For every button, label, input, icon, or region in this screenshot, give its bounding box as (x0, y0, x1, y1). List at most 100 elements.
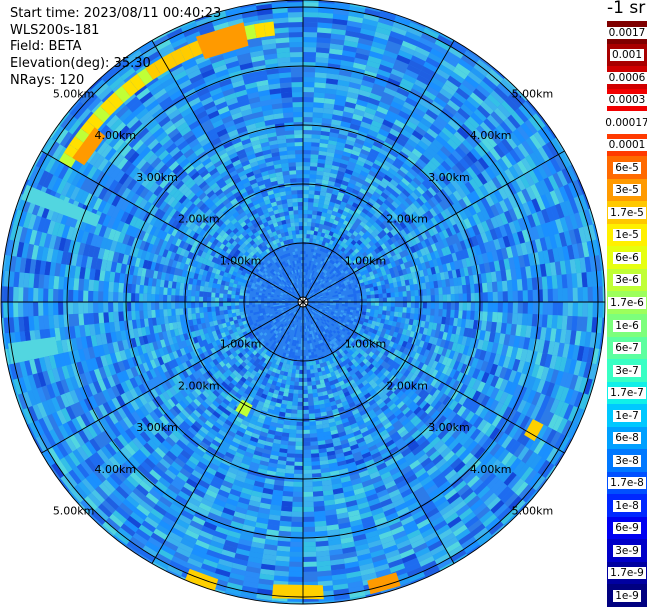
range-gate (303, 245, 306, 249)
range-gate (387, 132, 398, 142)
range-gate (429, 208, 438, 217)
range-gate (366, 298, 371, 302)
range-gate (372, 83, 386, 92)
range-gate (414, 307, 419, 315)
range-gate (432, 120, 445, 131)
range-gate (317, 158, 326, 164)
range-gate (385, 82, 399, 92)
range-gate (356, 160, 365, 167)
range-gate (410, 191, 419, 201)
range-gate (296, 361, 300, 366)
range-gate (458, 293, 463, 302)
range-gate (334, 182, 342, 188)
range-gate (367, 55, 382, 65)
range-gate (297, 405, 303, 410)
range-gate (410, 307, 415, 314)
range-gate (467, 204, 477, 216)
range-gate (454, 293, 459, 302)
range-gate (317, 288, 320, 292)
range-gate (344, 276, 349, 281)
range-gate (413, 236, 421, 244)
range-gate (513, 219, 522, 233)
range-gate (313, 97, 325, 104)
range-gate (306, 373, 311, 378)
range-gate (316, 293, 320, 296)
range-gate (304, 278, 306, 282)
range-gate (303, 290, 305, 293)
range-gate (427, 245, 434, 254)
range-gate (310, 230, 315, 235)
range-gate (331, 290, 335, 293)
range-gate (341, 257, 346, 262)
range-gate (522, 302, 528, 314)
backscatter-gates (1, 0, 605, 604)
range-gate (402, 73, 417, 84)
range-gate (344, 282, 348, 286)
range-gate (325, 238, 331, 244)
range-gate (308, 245, 312, 249)
range-gate (374, 290, 379, 295)
range-gate (323, 259, 327, 263)
range-gate (370, 274, 376, 280)
range-gate (303, 358, 307, 362)
range-gate (353, 267, 359, 272)
range-gate (316, 287, 320, 291)
range-gate (353, 198, 361, 205)
range-gate (364, 137, 375, 145)
range-gate (303, 465, 312, 470)
range-gate (330, 227, 336, 233)
range-gate (303, 170, 310, 175)
range-gate (303, 77, 315, 83)
range-gate (532, 167, 544, 182)
range-gate (311, 142, 320, 147)
range-gate (355, 218, 362, 225)
range-gate (314, 223, 320, 228)
range-gate (350, 256, 356, 262)
range-gate (315, 530, 328, 537)
range-gate (565, 165, 578, 182)
range-gate (287, 372, 292, 378)
range-gate (392, 254, 398, 262)
range-gate (303, 397, 309, 402)
range-gate (465, 135, 478, 149)
range-gate (432, 43, 448, 56)
range-gate (522, 290, 528, 302)
range-gate (466, 193, 477, 205)
range-gate (368, 246, 375, 253)
range-gate (447, 99, 461, 112)
range-gate (303, 222, 308, 227)
range-gate (303, 369, 307, 374)
range-gate (470, 148, 482, 161)
range-gate (303, 130, 312, 135)
range-gate (306, 269, 309, 273)
range-gate (317, 162, 325, 168)
range-gate (525, 186, 536, 201)
range-gate (481, 154, 494, 167)
range-gate (303, 138, 312, 143)
range-gate (373, 177, 382, 185)
range-gate (446, 309, 451, 318)
range-gate (547, 288, 553, 302)
range-gate (447, 168, 459, 180)
range-gate (348, 196, 356, 203)
range-gate (333, 262, 338, 267)
range-gate (365, 191, 373, 198)
range-gate (424, 230, 432, 239)
range-gate (305, 349, 309, 353)
range-gate (277, 540, 291, 547)
range-gate (472, 175, 484, 188)
range-gate (314, 515, 326, 522)
range-gate (322, 237, 328, 243)
range-gate (292, 401, 298, 406)
range-gate (325, 155, 334, 162)
range-gate (380, 59, 395, 69)
range-gate (329, 287, 334, 290)
range-gate (430, 288, 435, 296)
range-gate (309, 178, 316, 183)
range-gate (467, 226, 476, 238)
range-gate (303, 257, 306, 261)
range-gate (531, 314, 538, 327)
range-gate (393, 248, 400, 255)
range-gate (308, 251, 311, 255)
range-gate (492, 128, 506, 142)
